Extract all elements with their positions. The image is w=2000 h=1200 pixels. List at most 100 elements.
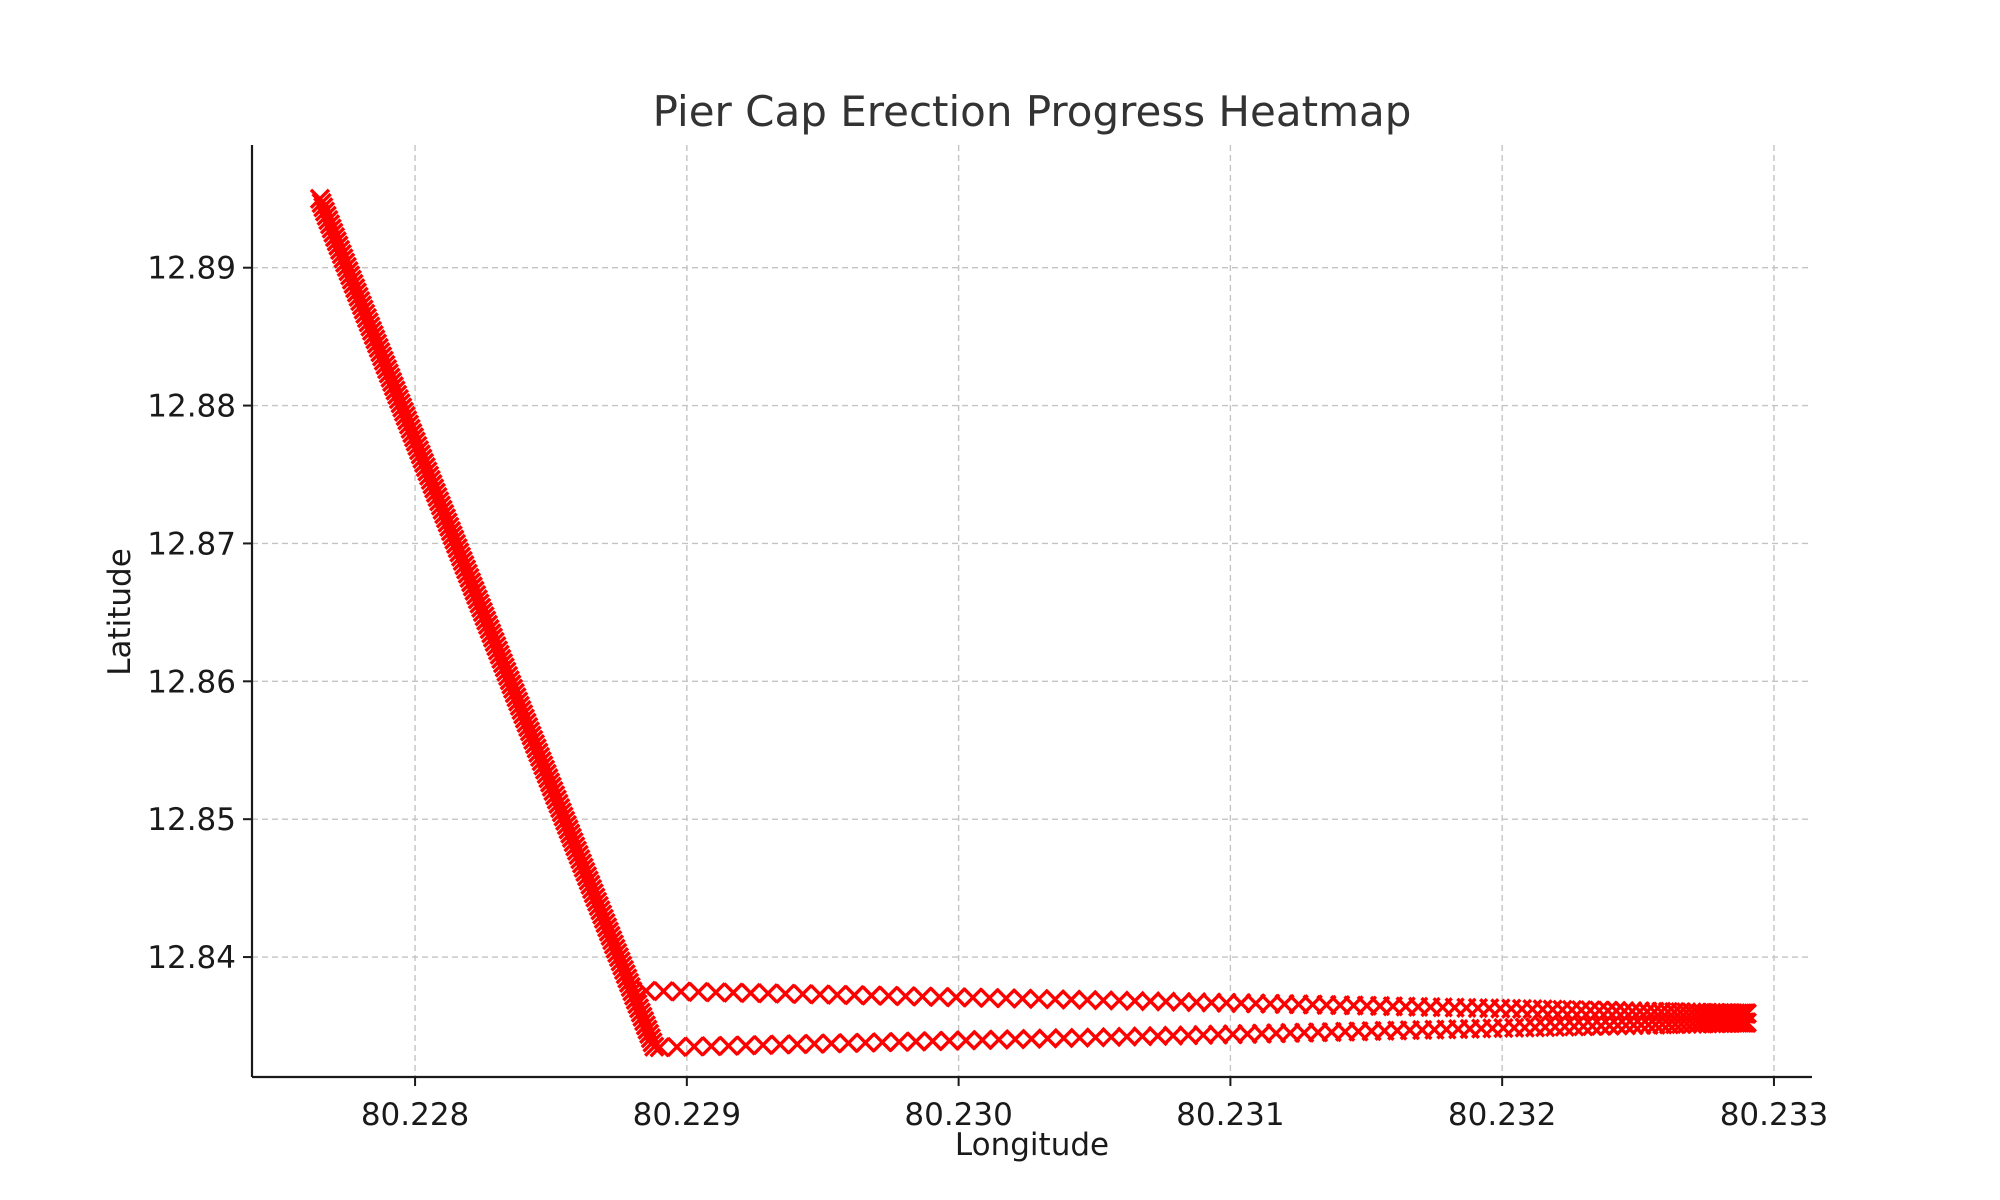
data-point [855,1032,876,1053]
y-tick-label: 12.85 [147,802,236,838]
data-point [1101,1026,1122,1048]
data-point [809,984,831,1005]
data-point [895,985,916,1007]
data-point [827,984,848,1005]
data-point [1021,1028,1042,1050]
x-tick-label: 80.228 [361,1097,469,1133]
data-point [1124,990,1146,1012]
data-point [752,1034,774,1056]
data-point [769,1034,791,1055]
data-point [792,983,813,1005]
x-tick-label: 80.233 [1720,1097,1828,1133]
y-tick-label: 12.88 [147,389,236,425]
data-point [821,1033,842,1054]
data-point [723,982,744,1003]
data-point [1582,1015,1603,1037]
data-point [872,1032,893,1053]
chart-title: Pier Cap Erection Progress Heatmap [653,87,1412,136]
data-point [1554,1016,1575,1037]
data-point [1193,1024,1214,1046]
x-tick-label: 80.229 [633,1097,741,1133]
data-point [1085,1027,1106,1048]
data-point [972,1029,993,1051]
x-axis-label: Longitude [955,1127,1109,1163]
data-point [670,981,692,1002]
data-point [1044,989,1066,1010]
y-tick-label: 12.89 [147,251,236,287]
y-axis-label: Latitude [102,548,138,676]
data-point [1155,991,1177,1012]
data-point [912,986,933,1007]
axes [250,145,1812,1079]
x-tick-label: 80.231 [1176,1097,1284,1133]
data-point [905,1031,927,1052]
data-point [945,987,967,1008]
data-point [735,1035,757,1056]
data-point [775,983,796,1004]
data-point [787,1034,808,1055]
data-point [1005,1029,1026,1050]
data-point [1116,1026,1138,1047]
data-point [929,986,950,1008]
data-point [1077,989,1098,1011]
data-point [1132,1026,1153,1047]
data-point [988,1029,1010,1050]
x-ticks: 80.228 80.229 80.230 80.231 80.232 80.233 [361,1077,1828,1133]
data-point [1093,990,1114,1011]
data-point [1216,992,1237,1014]
data-point [888,1031,910,1053]
data-point [1171,991,1192,1013]
data-points [309,188,1757,1058]
data-point [1061,989,1082,1010]
data-point [688,981,709,1003]
data-point [644,1036,665,1057]
data-point [1542,999,1563,1020]
data-point [740,982,761,1004]
data-point [1201,992,1222,1013]
data-point [804,1033,825,1055]
data-point [1736,1012,1757,1033]
data-point [939,1030,960,1051]
data-point [1615,1015,1637,1036]
data-point [1147,1025,1169,1047]
data-point [1178,1025,1199,1046]
data-point [1599,1015,1620,1036]
data-point [1573,1016,1594,1037]
data-point [979,987,1000,1009]
data-point [861,985,882,1006]
data-point [1561,999,1583,1021]
data-point [1544,1016,1566,1038]
data-point [1053,1027,1074,1049]
data-point [838,1032,859,1054]
y-tick-label: 12.86 [147,664,236,700]
y-tick-label: 12.84 [147,940,236,976]
x-tick-label: 80.232 [1448,1097,1556,1133]
data-point [844,984,865,1006]
data-point [1028,988,1050,1010]
data-point [1012,988,1033,1009]
data-point [922,1030,943,1052]
data-point [1607,1015,1629,1036]
y-tick-label: 12.87 [147,526,236,562]
data-point [1162,1025,1184,1046]
data-point [649,1037,670,1058]
data-point [701,1035,722,1057]
data-point [995,988,1017,1009]
data-point [1563,1016,1585,1037]
data-point [705,982,727,1003]
x-tick-label: 80.230 [904,1097,1012,1133]
data-point [1571,999,1592,1021]
data-point [653,980,674,1002]
data-point [718,1035,739,1056]
data-point [666,1036,688,1058]
y-ticks: 12.84 12.85 12.86 12.87 12.88 12.89 [147,251,252,976]
data-point [683,1036,705,1057]
data-point [1186,992,1207,1013]
data-point [1590,1015,1612,1037]
data-point [635,980,657,1002]
data-point [1069,1027,1090,1048]
data-point [962,987,984,1008]
data-point [1623,1014,1644,1036]
data-point [757,983,779,1004]
